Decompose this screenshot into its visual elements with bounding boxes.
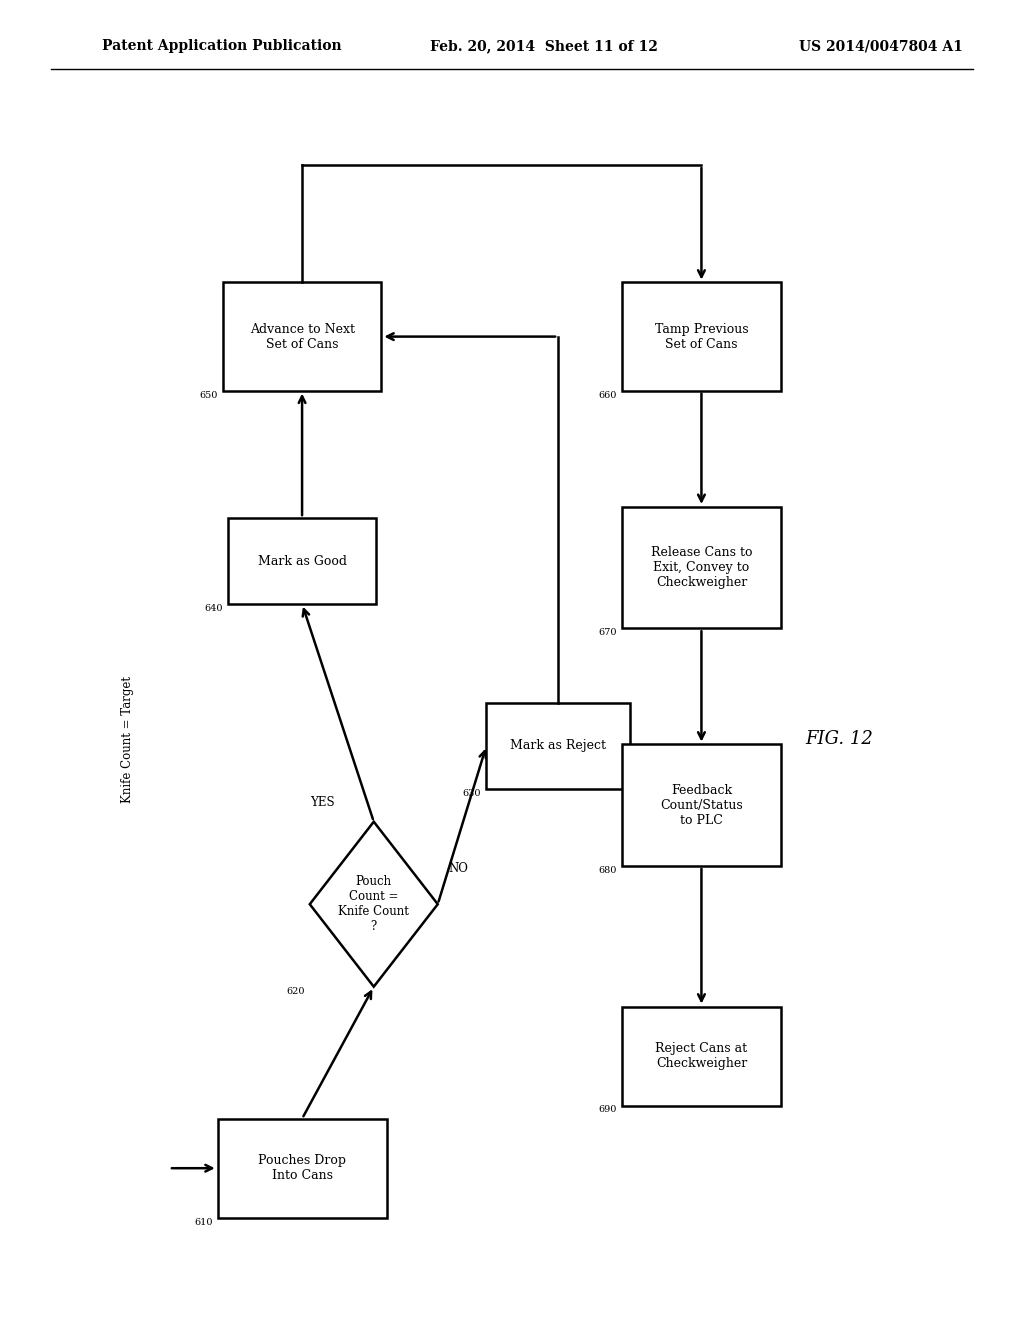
Text: 620: 620 bbox=[286, 987, 305, 995]
Text: 670: 670 bbox=[598, 628, 616, 638]
Text: Mark as Reject: Mark as Reject bbox=[510, 739, 606, 752]
Text: 660: 660 bbox=[599, 391, 616, 400]
Bar bbox=[623, 744, 781, 866]
Text: Tamp Previous
Set of Cans: Tamp Previous Set of Cans bbox=[654, 322, 749, 351]
Bar bbox=[222, 282, 381, 391]
Text: Patent Application Publication: Patent Application Publication bbox=[102, 40, 342, 53]
Text: Advance to Next
Set of Cans: Advance to Next Set of Cans bbox=[250, 322, 354, 351]
Text: US 2014/0047804 A1: US 2014/0047804 A1 bbox=[799, 40, 963, 53]
Polygon shape bbox=[309, 821, 438, 987]
Bar bbox=[623, 507, 781, 628]
Text: 640: 640 bbox=[204, 605, 222, 612]
Text: 630: 630 bbox=[463, 789, 481, 797]
Text: FIG. 12: FIG. 12 bbox=[806, 730, 873, 748]
Text: 680: 680 bbox=[599, 866, 616, 875]
Text: Feb. 20, 2014  Sheet 11 of 12: Feb. 20, 2014 Sheet 11 of 12 bbox=[430, 40, 658, 53]
Bar bbox=[623, 1006, 781, 1106]
Text: Reject Cans at
Checkweigher: Reject Cans at Checkweigher bbox=[655, 1041, 748, 1071]
Bar bbox=[227, 519, 376, 605]
Text: Mark as Good: Mark as Good bbox=[258, 554, 346, 568]
Text: 690: 690 bbox=[599, 1106, 616, 1114]
Text: Knife Count = Target: Knife Count = Target bbox=[122, 676, 134, 803]
Text: Pouch
Count =
Knife Count
?: Pouch Count = Knife Count ? bbox=[338, 875, 410, 933]
Text: 650: 650 bbox=[200, 391, 217, 400]
Text: Release Cans to
Exit, Convey to
Checkweigher: Release Cans to Exit, Convey to Checkwei… bbox=[650, 546, 753, 589]
Bar bbox=[623, 282, 781, 391]
Text: NO: NO bbox=[449, 862, 468, 875]
Bar bbox=[486, 704, 630, 789]
Text: Pouches Drop
Into Cans: Pouches Drop Into Cans bbox=[258, 1154, 346, 1183]
Text: 610: 610 bbox=[194, 1217, 212, 1226]
Text: YES: YES bbox=[310, 796, 335, 808]
Text: Feedback
Count/Status
to PLC: Feedback Count/Status to PLC bbox=[660, 784, 742, 826]
Bar bbox=[217, 1119, 386, 1217]
